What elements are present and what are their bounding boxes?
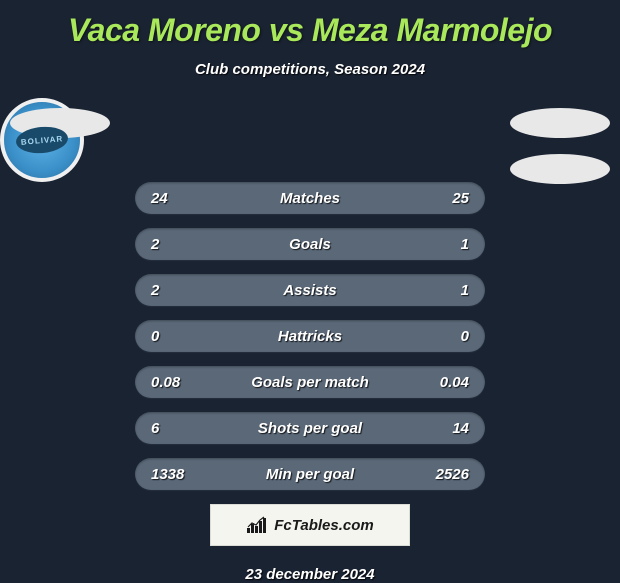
stat-label: Shots per goal [191,420,429,437]
stat-row: 24 Matches 25 [135,182,485,214]
stat-left-value: 6 [151,420,191,437]
club-right-badge [510,154,610,184]
stat-right-value: 2526 [429,466,469,483]
stat-label: Goals per match [191,374,429,391]
stat-row: 2 Assists 1 [135,274,485,306]
stat-right-value: 0 [429,328,469,345]
subtitle: Club competitions, Season 2024 [0,61,620,78]
stat-label: Min per goal [191,466,429,483]
bar-chart-icon [246,516,268,534]
stat-row: 1338 Min per goal 2526 [135,458,485,490]
stat-left-value: 1338 [151,466,191,483]
stat-right-value: 1 [429,236,469,253]
stat-right-value: 0.04 [429,374,469,391]
stat-left-value: 24 [151,190,191,207]
stats-list: 24 Matches 25 2 Goals 1 2 Assists 1 0 Ha… [135,182,485,490]
date-text: 23 december 2024 [0,566,620,583]
stat-row: 6 Shots per goal 14 [135,412,485,444]
footer-brand-badge: FcTables.com [210,504,410,546]
stat-left-value: 0 [151,328,191,345]
stat-row: 2 Goals 1 [135,228,485,260]
stat-right-value: 25 [429,190,469,207]
stat-row: 0 Hattricks 0 [135,320,485,352]
stat-left-value: 0.08 [151,374,191,391]
stat-label: Hattricks [191,328,429,345]
stat-left-value: 2 [151,282,191,299]
footer-brand-text: FcTables.com [274,517,373,534]
stat-label: Assists [191,282,429,299]
stat-right-value: 1 [429,282,469,299]
stat-label: Goals [191,236,429,253]
stat-label: Matches [191,190,429,207]
comparison-panel: BOLIVAR 24 Matches 25 2 Goals 1 2 Assist… [0,98,620,490]
player-right-badge [510,108,610,138]
stat-left-value: 2 [151,236,191,253]
page-title: Vaca Moreno vs Meza Marmolejo [0,0,620,49]
stat-right-value: 14 [429,420,469,437]
stat-row: 0.08 Goals per match 0.04 [135,366,485,398]
